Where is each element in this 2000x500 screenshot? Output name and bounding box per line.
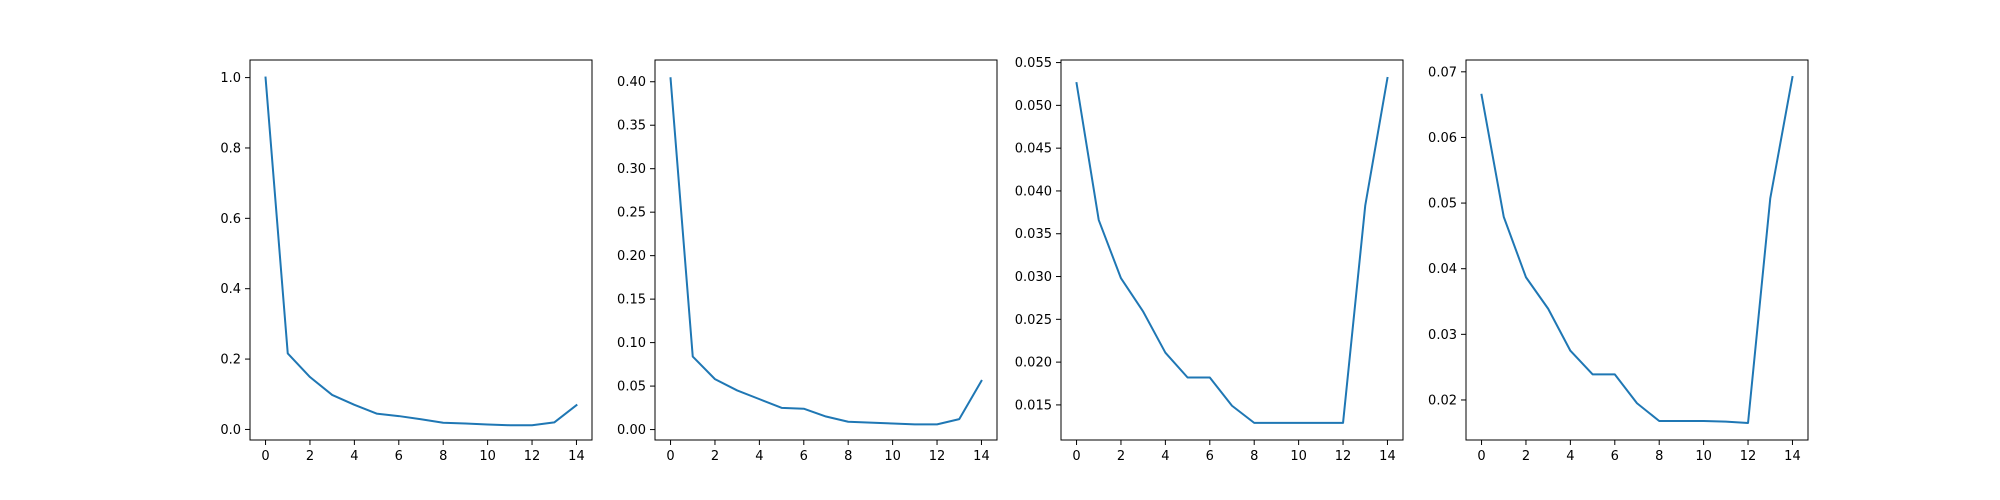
x-tick-label: 14: [1379, 449, 1396, 464]
y-tick-label: 0.00: [617, 423, 646, 438]
y-tick-label: 0.035: [1015, 227, 1052, 242]
y-tick-label: 0.15: [617, 293, 646, 308]
x-tick-labels: 0 2 4 6 8 10 12 14: [1072, 449, 1395, 464]
subplot-4: 0 2 4 6 8 10 12 14 0.02 0.03 0.04 0.05 0…: [1428, 59, 1809, 464]
x-tick-label: 0: [1072, 449, 1080, 464]
x-tick-labels: 0 2 4 6 8 10 12 14: [1477, 449, 1800, 464]
y-tick-label: 0.03: [1428, 328, 1457, 343]
y-tick-label: 0.10: [617, 336, 646, 351]
x-tick-label: 6: [1206, 449, 1214, 464]
x-tick-label: 14: [1784, 449, 1801, 464]
y-tick-label: 0.2: [220, 353, 241, 368]
series-line: [1480, 75, 1794, 424]
x-tick-label: 10: [479, 449, 496, 464]
plot-area: [1461, 59, 1809, 445]
x-tick-label: 14: [568, 449, 585, 464]
subplot-3: 0 2 4 6 8 10 12 14 0.015 0.020 0.025 0.0…: [1015, 56, 1404, 464]
y-tick-label: 0.015: [1015, 398, 1052, 413]
x-tick-label: 4: [755, 449, 763, 464]
x-tick-label: 0: [261, 449, 269, 464]
x-tick-label: 10: [884, 449, 901, 464]
plot-area: [650, 59, 998, 445]
x-tick-label: 12: [1335, 449, 1352, 464]
y-tick-label: 0.06: [1428, 131, 1457, 146]
y-tick-label: 0.040: [1015, 184, 1052, 199]
y-tick-label: 0.07: [1428, 65, 1457, 80]
x-tick-label: 8: [844, 449, 852, 464]
x-tick-label: 12: [524, 449, 541, 464]
y-tick-label: 0.02: [1428, 393, 1457, 408]
y-tick-label: 0.4: [220, 282, 241, 297]
y-tick-label: 0.0: [220, 423, 241, 438]
x-tick-label: 10: [1695, 449, 1712, 464]
y-tick-labels: 0.0 0.2 0.4 0.6 0.8 1.0: [220, 71, 241, 438]
x-tick-label: 14: [973, 449, 990, 464]
y-tick-label: 0.030: [1015, 270, 1052, 285]
x-tick-label: 0: [1477, 449, 1485, 464]
x-tick-label: 2: [1522, 449, 1530, 464]
x-tick-label: 12: [929, 449, 946, 464]
y-tick-label: 0.40: [617, 75, 646, 90]
x-tick-label: 6: [395, 449, 403, 464]
x-tick-label: 6: [1611, 449, 1619, 464]
y-tick-label: 0.020: [1015, 356, 1052, 371]
x-tick-label: 8: [439, 449, 447, 464]
y-tick-label: 0.25: [617, 206, 646, 221]
y-tick-label: 0.6: [220, 212, 241, 227]
y-tick-label: 0.055: [1015, 56, 1052, 71]
y-tick-labels: 0.015 0.020 0.025 0.030 0.035 0.040 0.04…: [1015, 56, 1052, 413]
x-tick-label: 0: [666, 449, 674, 464]
x-tick-label: 10: [1290, 449, 1307, 464]
x-tick-labels: 0 2 4 6 8 10 12 14: [261, 449, 584, 464]
x-tick-label: 8: [1250, 449, 1258, 464]
axes-frame: [249, 59, 593, 441]
x-tick-labels: 0 2 4 6 8 10 12 14: [666, 449, 989, 464]
plot-area: [1056, 59, 1404, 445]
subplot-2: 0 2 4 6 8 10 12 14 0.00 0.05 0.10 0.15 0…: [617, 59, 998, 464]
y-tick-label: 0.045: [1015, 142, 1052, 157]
y-tick-label: 0.05: [1428, 197, 1457, 212]
x-tick-label: 4: [350, 449, 358, 464]
axes-frame: [1465, 59, 1809, 441]
x-tick-label: 2: [711, 449, 719, 464]
series-line: [1075, 76, 1389, 424]
y-tick-label: 0.8: [220, 141, 241, 156]
x-tick-label: 8: [1655, 449, 1663, 464]
plot-area: [245, 59, 593, 445]
x-tick-label: 4: [1566, 449, 1574, 464]
x-tick-label: 2: [1117, 449, 1125, 464]
y-tick-labels: 0.02 0.03 0.04 0.05 0.06 0.07: [1428, 65, 1457, 408]
series-line: [264, 76, 578, 427]
y-tick-label: 0.04: [1428, 262, 1457, 277]
y-tick-labels: 0.00 0.05 0.10 0.15 0.20 0.25 0.30 0.35 …: [617, 75, 646, 438]
axes-frame: [1060, 59, 1404, 441]
y-tick-label: 0.20: [617, 249, 646, 264]
y-tick-label: 0.050: [1015, 99, 1052, 114]
y-tick-label: 0.05: [617, 380, 646, 395]
x-tick-label: 4: [1161, 449, 1169, 464]
x-tick-label: 2: [306, 449, 314, 464]
series-line: [669, 77, 983, 426]
x-tick-label: 6: [800, 449, 808, 464]
x-tick-label: 12: [1740, 449, 1757, 464]
y-tick-label: 1.0: [220, 71, 241, 86]
axes-frame: [654, 59, 998, 441]
y-tick-label: 0.025: [1015, 313, 1052, 328]
y-tick-label: 0.35: [617, 119, 646, 134]
y-tick-label: 0.30: [617, 162, 646, 177]
subplot-1: 0 2 4 6 8 10 12 14 0.0 0.2 0.4 0.6 0.8 1…: [220, 59, 593, 464]
